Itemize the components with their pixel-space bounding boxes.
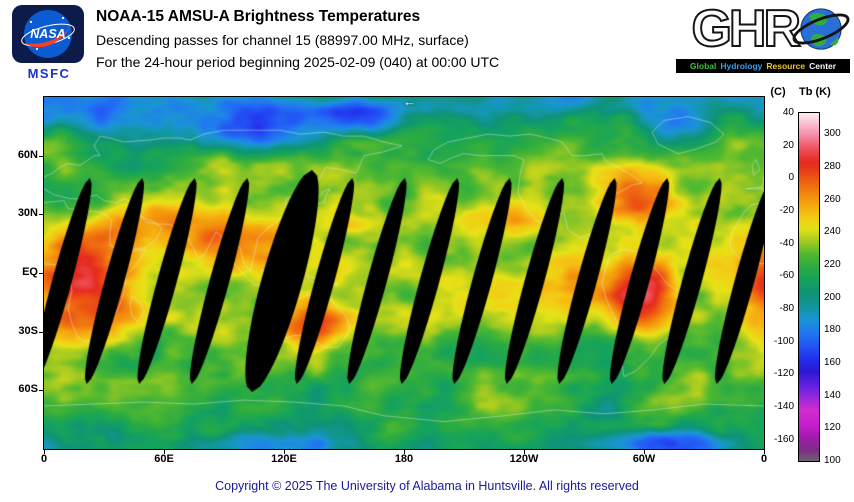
ghrc-banner: Global Hydrology Resource Center bbox=[676, 59, 850, 73]
x-tick-label: 60E bbox=[154, 453, 174, 465]
colorbar-celsius-tick: -40 bbox=[779, 237, 794, 249]
y-tick-label: EQ bbox=[22, 266, 38, 278]
ghrc-banner-word: Resource bbox=[766, 61, 806, 71]
colorbar-kelvin-tick: 260 bbox=[824, 193, 841, 205]
colorbar-kelvin-tick: 300 bbox=[824, 128, 841, 140]
colorbar-kelvin-header: Tb (K) bbox=[799, 86, 831, 98]
nasa-logo-block: NASA MSFC bbox=[12, 5, 86, 81]
y-tick-label: 30N bbox=[17, 207, 38, 220]
nasa-logo: NASA bbox=[12, 5, 84, 63]
colorbar-kelvin-tick: 240 bbox=[824, 226, 841, 238]
footer-copyright: Copyright © 2025 The University of Alaba… bbox=[215, 479, 639, 493]
colorbar-kelvin-tick: 200 bbox=[824, 291, 841, 303]
colorbar-celsius-tick: -100 bbox=[773, 335, 794, 347]
x-tick-mark bbox=[44, 450, 45, 454]
page-title: NOAA-15 AMSU-A Brightness Temperatures bbox=[96, 8, 421, 25]
colorbar-kelvin-tick: 120 bbox=[824, 422, 841, 434]
y-tick-label: 60S bbox=[18, 383, 38, 396]
ghrc-logo-block: GHR Global Hydrology Resource Center bbox=[674, 0, 850, 80]
x-tick-mark bbox=[764, 450, 765, 454]
colorbar-kelvin-tick: 220 bbox=[824, 259, 841, 271]
brightness-temperature-map bbox=[44, 97, 764, 449]
x-tick-label: 180 bbox=[394, 453, 414, 465]
colorbar-kelvin-tick: 140 bbox=[824, 389, 841, 401]
colorbar-celsius-tick: -140 bbox=[773, 400, 794, 412]
x-tick-mark bbox=[284, 450, 285, 454]
msfc-label: MSFC bbox=[27, 66, 71, 81]
map-frame bbox=[43, 96, 765, 450]
colorbar-kelvin-tick: 280 bbox=[824, 161, 841, 173]
ghrc-banner-word: Global bbox=[689, 61, 717, 71]
x-tick-label: 60W bbox=[632, 453, 656, 465]
colorbar-celsius-header: (C) bbox=[770, 86, 786, 98]
subtitle-line1: Descending passes for channel 15 (88997.… bbox=[96, 32, 469, 48]
y-tick-label: 60N bbox=[17, 148, 38, 161]
x-tick-mark bbox=[404, 450, 405, 454]
colorbar-celsius-tick: -20 bbox=[779, 204, 794, 216]
ghrc-logo: GHR bbox=[690, 0, 850, 58]
nasa-wordmark: NASA bbox=[30, 27, 65, 41]
colorbar bbox=[798, 112, 820, 462]
y-tick-mark bbox=[39, 390, 43, 392]
subtitle-line2: For the 24-hour period beginning 2025-02… bbox=[96, 54, 500, 70]
y-tick-mark bbox=[39, 214, 43, 216]
colorbar-celsius-tick: 0 bbox=[788, 172, 794, 184]
colorbar-kelvin-tick: 160 bbox=[824, 357, 841, 369]
ghrc-banner-word: Center bbox=[809, 61, 837, 71]
colorbar-celsius-tick: 40 bbox=[782, 107, 794, 118]
colorbar-celsius-tick: -120 bbox=[773, 368, 794, 380]
x-tick-label: 120W bbox=[509, 453, 539, 465]
colorbar-celsius-tick: 20 bbox=[782, 139, 794, 151]
colorbar-celsius-tick: -80 bbox=[779, 302, 794, 314]
y-tick-mark bbox=[39, 155, 43, 157]
x-tick-mark bbox=[524, 450, 525, 454]
x-tick-label: 0 bbox=[760, 453, 768, 465]
ghrc-globe-icon bbox=[792, 8, 850, 50]
colorbar-kelvin-tick: 180 bbox=[824, 324, 841, 336]
x-tick-mark bbox=[164, 450, 165, 454]
x-tick-label: 120E bbox=[271, 453, 297, 465]
y-tick-label: 30S bbox=[18, 324, 38, 337]
ghrc-letters: GHR bbox=[690, 0, 802, 58]
x-tick-label: 0 bbox=[40, 453, 48, 465]
y-tick-mark bbox=[39, 273, 43, 274]
colorbar-kelvin-tick: 100 bbox=[824, 455, 841, 466]
header-titles: NOAA-15 AMSU-A Brightness Temperatures D… bbox=[96, 8, 499, 70]
colorbar-celsius-tick: -60 bbox=[779, 270, 794, 282]
colorbar-celsius-tick: -160 bbox=[773, 433, 794, 445]
nasa-meatball-icon: NASA bbox=[21, 10, 75, 58]
x-tick-mark bbox=[644, 450, 645, 454]
start-of-day-arrow-icon: ← bbox=[403, 94, 416, 109]
y-tick-mark bbox=[39, 331, 43, 333]
ghrc-banner-word: Hydrology bbox=[720, 61, 763, 71]
